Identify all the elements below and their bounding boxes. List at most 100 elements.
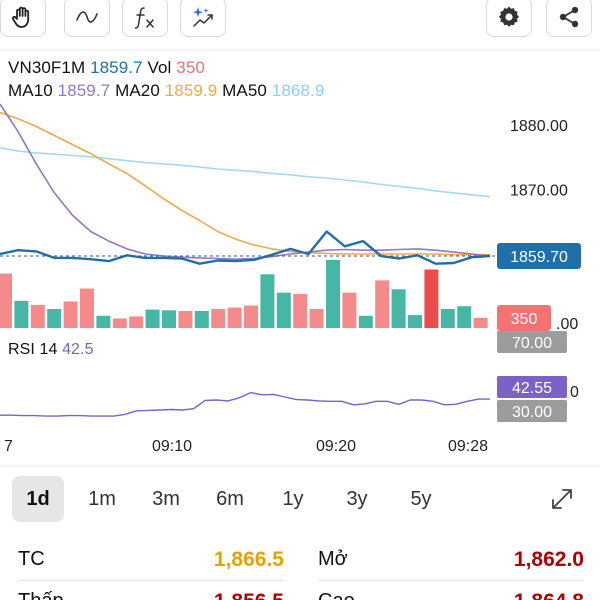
open-value: 1,862.0 (513, 548, 584, 571)
chart-toolbar (0, 0, 600, 44)
volume-bar (80, 288, 94, 328)
rsi-30-tag (497, 400, 567, 422)
rsi-axis-label: 0 (570, 384, 579, 401)
high-value: 1,864.8 (514, 590, 584, 600)
volume-bar (375, 280, 390, 328)
price-tick-label: 1870.00 (510, 183, 568, 200)
ma10-line (0, 103, 491, 260)
rsi-70-tag-text: 70.00 (512, 335, 552, 352)
ma50-label: MA50 (222, 81, 267, 100)
expand-icon[interactable] (548, 485, 576, 513)
volume-bar (129, 316, 144, 328)
last-price-tag (497, 242, 581, 269)
price-chart[interactable]: 1880.00 1870.00 1859.70 .00 350 0 70.00 42.55 30… (0, 0, 600, 468)
rsi-current-tag (497, 376, 567, 398)
gear-icon (498, 6, 520, 27)
rsi-current-tag-text: 42.55 (512, 380, 552, 397)
period-1y[interactable]: 1y (282, 488, 304, 510)
ma10-label: MA10 (8, 81, 53, 100)
hand-icon (11, 6, 30, 28)
volume-bar (440, 308, 455, 328)
period-1d[interactable]: 1d (12, 476, 64, 522)
time-tick-label: 09:10 (152, 438, 192, 455)
volume-bar (326, 260, 340, 328)
volume-bar (293, 294, 308, 328)
volume-bar (162, 310, 176, 328)
rsi-30-tag-text: 30.00 (512, 404, 552, 421)
volume-tag (497, 305, 551, 331)
volume-bar (47, 308, 62, 328)
settings-button[interactable] (486, 0, 532, 37)
symbol-label: VN30F1M (8, 58, 86, 77)
period-1m[interactable]: 1m (88, 488, 116, 510)
function-icon (134, 7, 154, 29)
row-divider (318, 580, 584, 581)
volume-bar (63, 301, 78, 328)
price-legend: VN30F1M 1859.7 Vol 350 (8, 58, 205, 78)
ma20-line (0, 111, 490, 256)
tc-label: TC (18, 548, 45, 570)
period-3m[interactable]: 3m (152, 488, 180, 510)
low-label: Thấp (18, 590, 64, 600)
share-button[interactable] (546, 0, 592, 37)
volume-bar (112, 318, 127, 328)
time-tick-label: 09:20 (316, 438, 356, 455)
volume-bar (178, 311, 193, 328)
ma-legend: MA10 1859.7 MA20 1859.9 MA50 1868.9 (8, 81, 324, 101)
open-label: Mở (318, 548, 348, 570)
vn30f1m-line (0, 230, 491, 265)
hand-tool-button[interactable] (0, 0, 46, 37)
draw-line-button[interactable] (64, 0, 110, 37)
volume-bar (30, 304, 45, 328)
volume-bar (391, 289, 406, 328)
rsi-line (0, 391, 490, 417)
volume-axis-label: .00 (556, 316, 578, 333)
period-selector: 1d 1m 3m 6m 1y 3y 5y (0, 476, 600, 526)
volume-bar (227, 307, 242, 328)
line-draw-icon (76, 11, 98, 23)
period-3y[interactable]: 3y (346, 488, 368, 510)
volume-bar (457, 306, 472, 328)
low-value: 1,856.5 (214, 590, 284, 600)
ai-analysis-button[interactable] (180, 0, 226, 37)
volume-bar (0, 273, 12, 328)
volume-bar (342, 292, 357, 328)
rsi-value: 42.5 (62, 341, 94, 358)
volume-bar (358, 315, 373, 328)
volume-bar (276, 292, 291, 328)
volume-bar (244, 305, 258, 328)
vol-value: 350 (176, 58, 205, 77)
vol-label: Vol (147, 58, 172, 77)
price-tick-label: 1880.00 (510, 118, 568, 135)
ma50-line (0, 147, 491, 198)
volume-bar (211, 308, 226, 328)
high-label: Cao (318, 590, 355, 600)
tc-value: 1,866.5 (213, 548, 284, 571)
row-divider (18, 580, 284, 581)
period-5y[interactable]: 5y (410, 488, 432, 510)
volume-bar (194, 311, 209, 328)
sparkle-icon (193, 7, 213, 27)
volume-bar (473, 317, 488, 328)
volume-bar (145, 309, 160, 328)
volume-bar (309, 308, 324, 328)
rsi-label: RSI 14 (8, 341, 58, 358)
volume-bar (260, 274, 275, 328)
time-tick-label: 7 (4, 438, 13, 455)
ma10-value: 1859.7 (57, 81, 111, 100)
share-icon (559, 6, 579, 28)
last-price-tag-text: 1859.70 (510, 249, 568, 266)
rsi-70-tag (497, 331, 567, 353)
price-value: 1859.7 (90, 58, 143, 77)
ma20-label: MA20 (115, 81, 160, 100)
rsi-legend: RSI 14 42.5 (8, 341, 94, 359)
time-tick-label: 09:28 (448, 438, 488, 455)
indicator-function-button[interactable] (122, 0, 168, 37)
volume-bar (96, 315, 111, 328)
period-6m[interactable]: 6m (216, 488, 244, 510)
volume-bar (14, 300, 29, 328)
volume-bar (424, 269, 439, 328)
ma20-value: 1859.9 (164, 81, 218, 100)
ma50-value: 1868.9 (271, 81, 325, 100)
volume-tag-text: 350 (511, 311, 538, 328)
